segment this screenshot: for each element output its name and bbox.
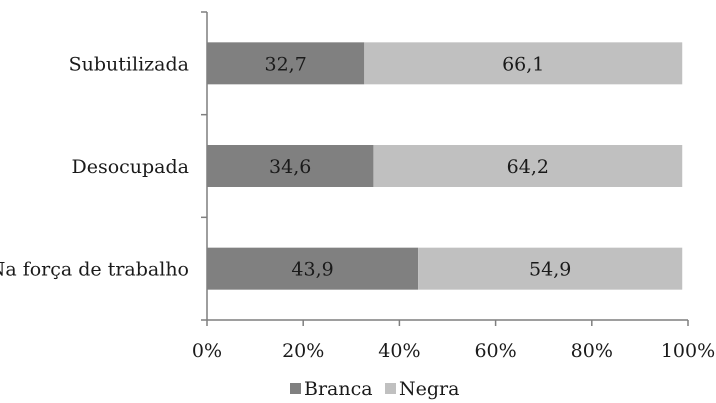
x-tick-label-2: 40% bbox=[378, 340, 420, 362]
axes-group: Subutilizada Desocupada Na força de trabal… bbox=[0, 11, 715, 362]
legend-label-negra: Negra bbox=[399, 378, 459, 400]
data-label-branca-1: 34,6 bbox=[269, 156, 311, 178]
category-label-2: Na força de trabalho bbox=[0, 259, 189, 281]
bar-negra-1 bbox=[373, 145, 683, 187]
legend: Branca Negra bbox=[290, 378, 459, 400]
data-label-negra-2: 54,9 bbox=[529, 259, 571, 281]
x-tick-label-1: 20% bbox=[282, 340, 324, 362]
legend-label-branca: Branca bbox=[304, 378, 373, 400]
bar-branca-0 bbox=[207, 42, 365, 85]
category-label-1: Desocupada bbox=[71, 156, 189, 178]
category-label-0: Subutilizada bbox=[69, 53, 189, 75]
bar-negra-2 bbox=[418, 247, 683, 290]
data-label-branca-2: 43,9 bbox=[291, 259, 333, 281]
x-tick-label-3: 60% bbox=[474, 340, 516, 362]
x-tick-label-5: 100% bbox=[661, 340, 715, 362]
legend-swatch-branca bbox=[290, 383, 301, 394]
data-label-branca-0: 32,7 bbox=[264, 53, 306, 75]
legend-swatch-negra bbox=[385, 383, 396, 394]
x-tick-label-0: 0% bbox=[192, 340, 222, 362]
data-label-negra-0: 66,1 bbox=[502, 53, 544, 75]
bar-branca-1 bbox=[207, 145, 374, 187]
x-tick-label-4: 80% bbox=[571, 340, 613, 362]
bar-negra-0 bbox=[364, 42, 683, 85]
bars-group: 32,7 66,1 34,6 64,2 43,9 54,9 bbox=[207, 42, 683, 290]
bar-branca-2 bbox=[207, 247, 419, 290]
data-label-negra-1: 64,2 bbox=[507, 156, 549, 178]
